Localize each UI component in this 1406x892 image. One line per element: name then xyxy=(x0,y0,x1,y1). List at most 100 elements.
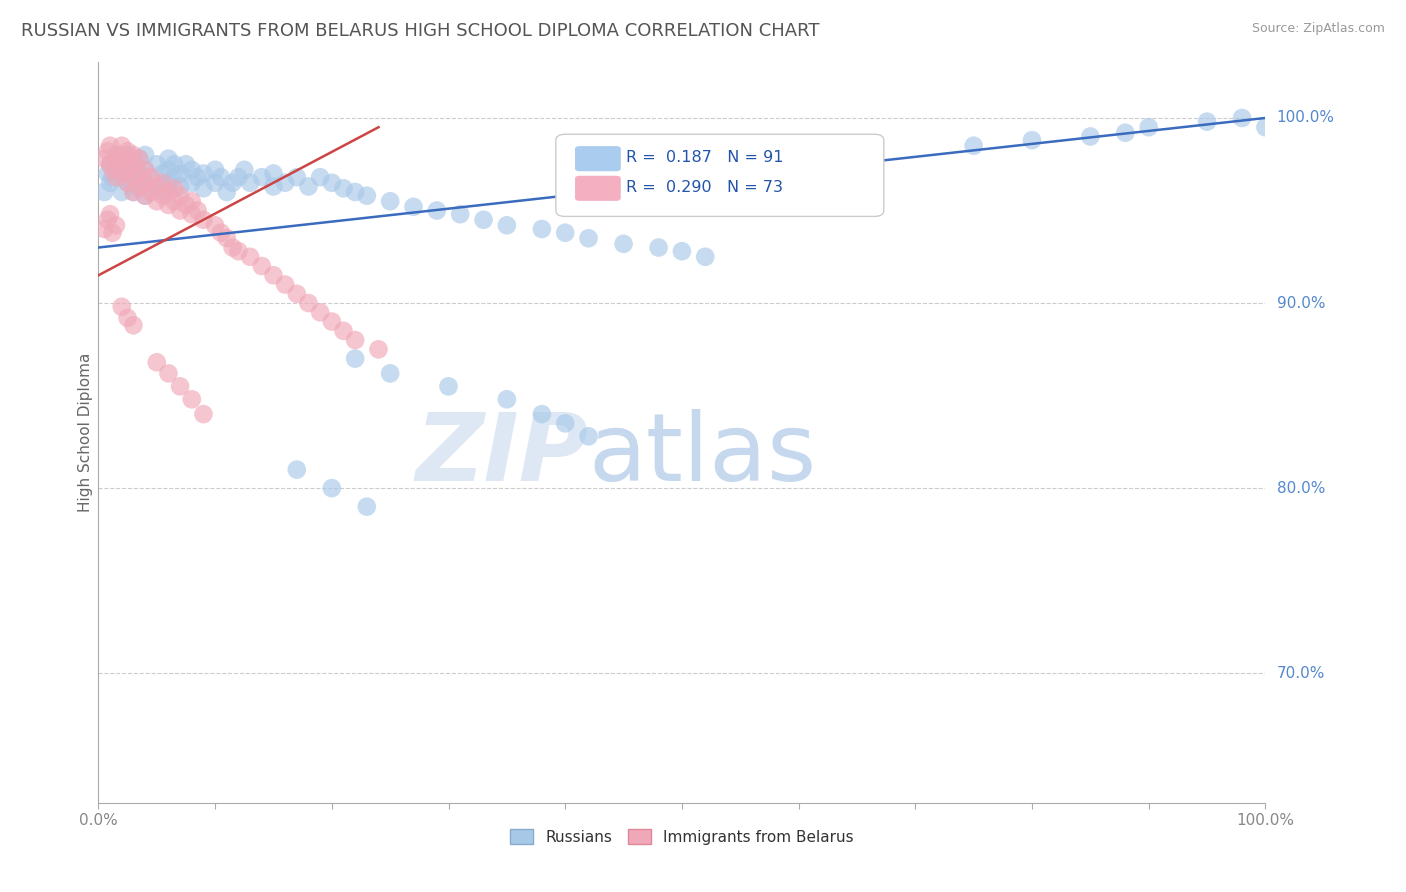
Point xyxy=(962,138,984,153)
Point xyxy=(146,355,169,369)
Point xyxy=(228,244,250,259)
Point xyxy=(187,170,209,185)
Point xyxy=(239,176,262,190)
Point xyxy=(122,157,145,171)
Point xyxy=(262,268,284,283)
Point xyxy=(380,367,402,381)
Point xyxy=(93,222,115,236)
Point xyxy=(134,176,156,190)
Point xyxy=(97,166,120,180)
Point xyxy=(98,207,121,221)
FancyBboxPatch shape xyxy=(575,147,620,170)
Point xyxy=(180,207,202,221)
Point xyxy=(111,138,134,153)
Point xyxy=(187,203,209,218)
Point xyxy=(157,176,180,190)
Point xyxy=(285,462,308,476)
Point xyxy=(163,170,186,185)
Point xyxy=(180,392,202,407)
Point xyxy=(128,152,150,166)
Point xyxy=(193,212,215,227)
Point xyxy=(111,152,134,166)
Point xyxy=(146,194,169,209)
Point xyxy=(215,231,238,245)
Point xyxy=(157,162,180,177)
Point xyxy=(344,185,367,199)
Point xyxy=(221,176,243,190)
Point xyxy=(139,170,162,185)
Point xyxy=(104,170,127,185)
Point xyxy=(221,240,243,254)
Point xyxy=(496,219,519,233)
Point xyxy=(146,157,169,171)
Point xyxy=(437,379,460,393)
Point xyxy=(356,500,378,514)
Point xyxy=(93,185,115,199)
Point xyxy=(108,157,131,171)
Point xyxy=(239,250,262,264)
Point xyxy=(163,181,186,195)
Point xyxy=(104,162,127,177)
Point xyxy=(309,305,332,319)
Point xyxy=(163,194,186,209)
Point xyxy=(111,166,134,180)
Text: 80.0%: 80.0% xyxy=(1277,481,1324,496)
Point xyxy=(122,170,145,185)
FancyBboxPatch shape xyxy=(575,177,620,200)
Point xyxy=(262,166,284,180)
Point xyxy=(180,162,202,177)
Point xyxy=(117,176,139,190)
Y-axis label: High School Diploma: High School Diploma xyxy=(77,353,93,512)
Text: R =  0.187   N = 91: R = 0.187 N = 91 xyxy=(626,151,783,165)
Point xyxy=(180,194,202,209)
Point xyxy=(1230,111,1253,125)
Point xyxy=(1021,133,1043,147)
Point xyxy=(163,157,186,171)
Point xyxy=(367,343,389,357)
Point xyxy=(297,296,319,310)
Point xyxy=(97,145,120,159)
Point xyxy=(285,170,308,185)
Point xyxy=(101,170,124,185)
Point xyxy=(356,188,378,202)
Point xyxy=(613,236,636,251)
Point xyxy=(104,152,127,166)
Point xyxy=(134,148,156,162)
Point xyxy=(152,176,174,190)
Point xyxy=(128,166,150,180)
Point xyxy=(128,152,150,166)
Point xyxy=(104,219,127,233)
Point xyxy=(134,188,156,202)
Point xyxy=(274,176,297,190)
Point xyxy=(169,379,191,393)
Point xyxy=(108,157,131,171)
Point xyxy=(169,166,191,180)
Point xyxy=(204,162,226,177)
Legend: Russians, Immigrants from Belarus: Russians, Immigrants from Belarus xyxy=(505,822,859,851)
Point xyxy=(1137,120,1160,135)
Point xyxy=(228,170,250,185)
Point xyxy=(157,367,180,381)
Point xyxy=(117,162,139,177)
Point xyxy=(274,277,297,292)
Point xyxy=(122,148,145,162)
Point xyxy=(321,481,343,495)
Point xyxy=(117,148,139,162)
Point xyxy=(530,222,553,236)
Point xyxy=(157,185,180,199)
Point xyxy=(1114,126,1136,140)
Point xyxy=(344,333,367,347)
Point xyxy=(193,166,215,180)
Text: 100.0%: 100.0% xyxy=(1277,111,1334,126)
Point xyxy=(695,250,717,264)
Point xyxy=(530,407,553,421)
Point xyxy=(111,166,134,180)
Point xyxy=(209,170,232,185)
Point xyxy=(193,181,215,195)
Text: RUSSIAN VS IMMIGRANTS FROM BELARUS HIGH SCHOOL DIPLOMA CORRELATION CHART: RUSSIAN VS IMMIGRANTS FROM BELARUS HIGH … xyxy=(21,22,820,40)
Point xyxy=(321,176,343,190)
Point xyxy=(117,145,139,159)
Point xyxy=(578,429,600,443)
Point xyxy=(98,157,121,171)
Point xyxy=(146,179,169,194)
